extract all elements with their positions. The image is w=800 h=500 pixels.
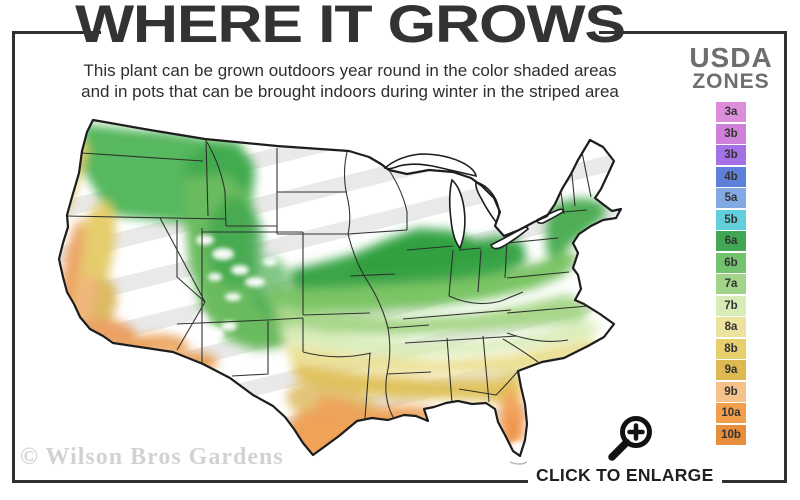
- usda-zones-legend: USDA ZONES 3a 3b 3b 4b 5a 5b 6a 6b 7a 7b 8a 8b 9a 9b 1…: [676, 44, 786, 446]
- legend-zone-label: 6a: [724, 235, 738, 247]
- legend-swatch-3a: 3a: [716, 102, 746, 122]
- subtitle-line-1: This plant can be grown outdoors year ro…: [83, 61, 617, 80]
- legend-zone-label: 4b: [724, 170, 738, 183]
- legend-zone-label: 10b: [721, 428, 741, 441]
- legend-title-zones: ZONES: [692, 70, 770, 93]
- legend-zone-label: 3b: [724, 127, 738, 140]
- legend-swatch-9b: 9b: [716, 381, 746, 402]
- great-lakes: [383, 153, 564, 250]
- title-wrap: WHERE IT GROWS: [40, 0, 660, 56]
- legend-swatch-5b: 5b: [716, 209, 746, 230]
- legend-swatch-7a: 7a: [716, 274, 746, 294]
- subtitle-line-2: and in pots that can be brought indoors …: [81, 82, 619, 101]
- legend-swatch-8b: 8b: [716, 338, 746, 359]
- legend-swatch-column: 3a 3b 3b 4b 5a 5b 6a 6b 7a 7b 8a 8b 9a 9b 10a 10b: [676, 102, 786, 445]
- legend-zone-label: 9b: [724, 385, 738, 398]
- legend-swatch-6b: 6b: [716, 252, 746, 273]
- legend-zone-label: 3a: [724, 106, 738, 118]
- legend-zone-label: 5b: [724, 213, 738, 226]
- legend-swatch-4b: 4b: [716, 166, 746, 187]
- legend-swatch-3b: 3b: [716, 123, 746, 144]
- mountain-white-patches: [195, 235, 527, 456]
- legend-swatch-8a: 8a: [716, 317, 746, 337]
- legend-zone-label: 7b: [724, 299, 738, 312]
- legend-swatch-7b: 7b: [716, 295, 746, 316]
- click-to-enlarge-label[interactable]: CLICK TO ENLARGE: [528, 464, 722, 486]
- watermark: © Wilson Bros Gardens: [20, 444, 284, 470]
- legend-swatch-5a: 5a: [716, 188, 746, 208]
- us-zones-map[interactable]: [55, 112, 670, 468]
- legend-zone-label: 6b: [724, 256, 738, 269]
- legend-zone-label: 9a: [724, 364, 738, 376]
- florida-keys: [509, 461, 528, 465]
- legend-title-usda: USDA: [689, 42, 773, 73]
- legend-swatch-9a: 9a: [716, 360, 746, 380]
- page-title: WHERE IT GROWS: [75, 0, 626, 56]
- magnifier-plus-icon[interactable]: [604, 412, 662, 470]
- legend-zone-label: 5a: [724, 192, 738, 204]
- map-outline: [57, 118, 623, 458]
- legend-zone-label: 3b: [724, 149, 738, 161]
- legend-swatch-3b: 3b: [716, 145, 746, 165]
- legend-zone-label: 7a: [724, 278, 738, 290]
- legend-zone-label: 8a: [724, 321, 738, 333]
- legend-swatch-10a: 10a: [716, 403, 746, 423]
- legend-zone-label: 8b: [724, 342, 738, 355]
- legend-swatch-6a: 6a: [716, 231, 746, 251]
- state-borders: [64, 139, 592, 419]
- legend-swatch-10b: 10b: [716, 424, 746, 445]
- subtitle: This plant can be grown outdoors year ro…: [40, 60, 660, 102]
- legend-zone-label: 10a: [721, 407, 741, 419]
